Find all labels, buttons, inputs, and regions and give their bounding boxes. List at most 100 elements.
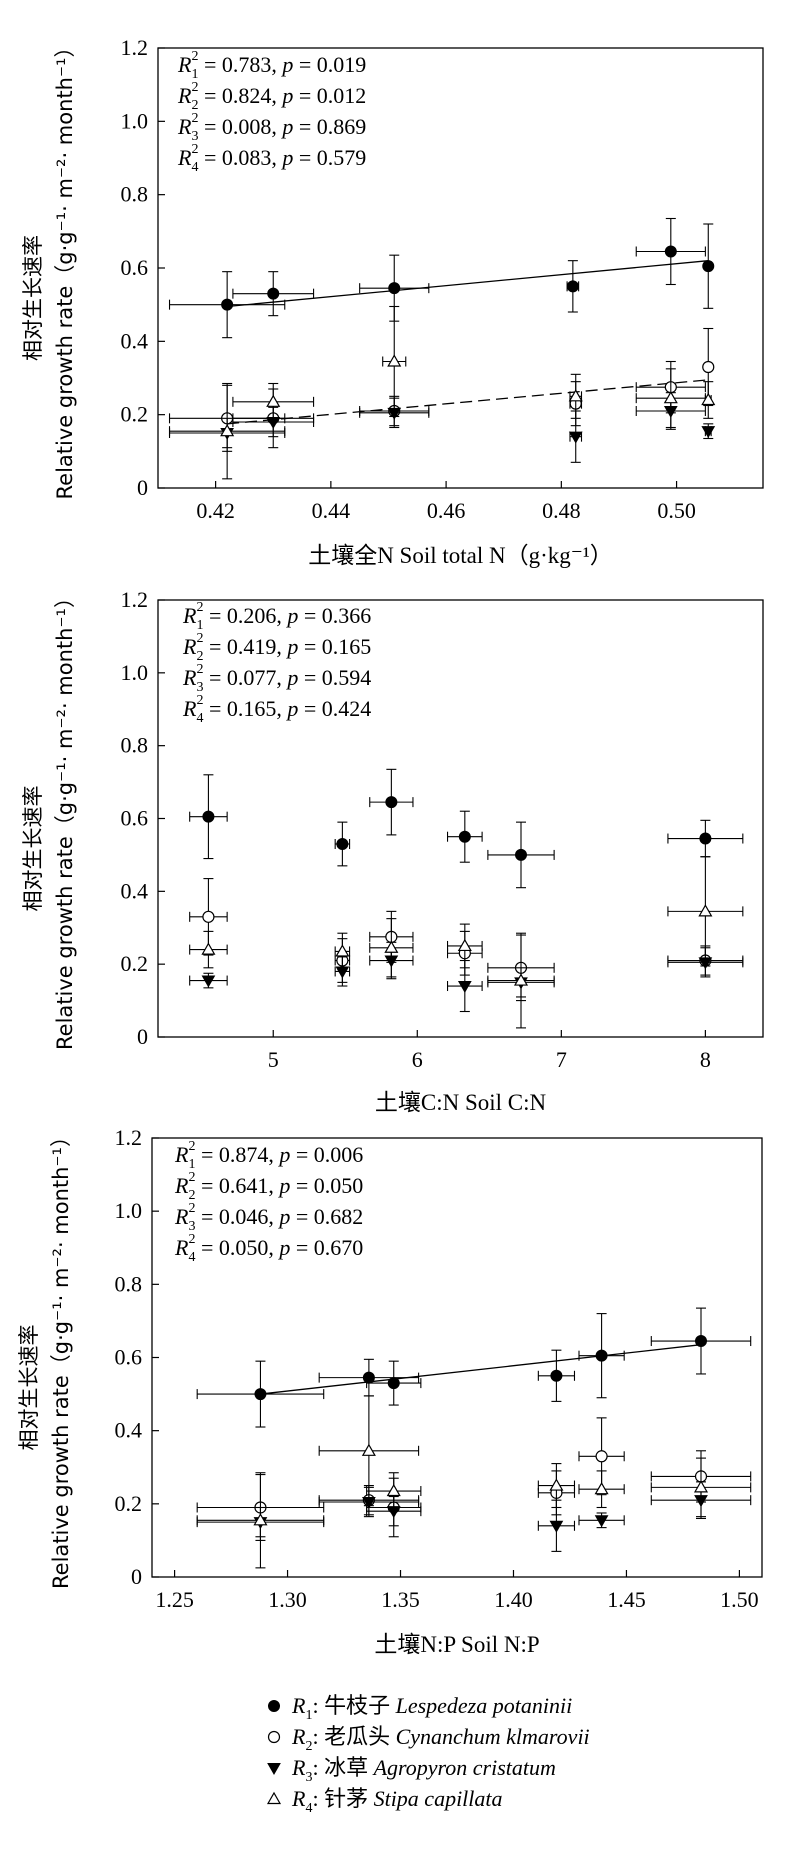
y-tick-label: 0.6 [121,806,149,831]
fit-line-dashed [227,379,709,425]
series-1 [196,1307,752,1428]
y-tick-label: 0.2 [121,402,149,427]
data-point [549,1478,564,1491]
series-1 [189,768,744,889]
x-axis-label: 土壤C:N Soil C:N [375,1090,547,1115]
legend-label: R2: 老瓜头 Cynanchum klmarovii [291,1724,590,1754]
x-tick-label: 8 [700,1047,711,1072]
data-point [513,973,529,986]
stat-r2: R22 = 0.641, p = 0.050 [174,1170,363,1203]
stat-r4: R42 = 0.083, p = 0.579 [177,142,366,175]
y-axis-label-en: Relative growth rate（g·g⁻¹· m⁻²· month⁻¹… [53,37,77,500]
series-4 [168,305,716,480]
y-tick-label: 0 [137,475,148,500]
data-point [566,280,579,293]
stat-r1: R12 = 0.783, p = 0.019 [177,49,366,82]
panel-3: 0 0.2 0.4 0.6 0.8 1.0 1.2 1.25 1.30 1.35 1.40 1.45 1… [17,1125,763,1657]
y-tick-label: 1.0 [121,660,149,685]
y-tick-label: 0.4 [121,878,149,903]
data-point [266,394,281,407]
x-tick-label: 1.45 [607,1587,646,1612]
data-point [702,260,715,273]
x-tick-label: 1.40 [494,1587,533,1612]
data-point [702,360,715,374]
legend-item-4: R4: 针茅 Stipa capillata [266,1786,503,1816]
y-axis-label-cn: 相对生长速率 [21,786,45,912]
data-point [701,426,716,439]
x-tick-label: 0.42 [196,498,235,523]
data-point [568,389,583,402]
data-point [387,1377,400,1390]
series-3 [196,1481,752,1552]
legend-marker [268,1700,280,1712]
data-point [202,910,215,923]
legend-marker [266,1791,282,1805]
data-point [595,1450,608,1463]
data-point [594,1481,609,1495]
series-3 [168,392,716,463]
data-point [693,1480,709,1493]
legend-marker [267,1730,281,1744]
y-tick-label: 0.8 [115,1271,143,1296]
x-tick-label: 0.50 [657,498,696,523]
data-point [220,423,235,437]
data-point [388,282,401,295]
y-axis-label-cn: 相对生长速率 [17,1325,41,1451]
data-point [201,975,216,988]
stat-r3: R32 = 0.046, p = 0.682 [174,1201,363,1234]
y-tick-label: 0.6 [115,1345,143,1370]
y-axis-label-cn: 相对生长速率 [21,235,45,361]
stat-r4: R42 = 0.050, p = 0.670 [174,1232,363,1265]
fit-line-solid [260,1344,702,1395]
y-tick-label: 1.0 [121,108,149,133]
data-point [221,298,234,311]
x-tick-label: 0.46 [427,498,466,523]
legend-marker [267,1763,281,1776]
series-1 [168,217,715,339]
fit-line-solid [227,260,709,308]
y-axis-label-group: 相对生长速率 Relative growth rate（g·g⁻¹· m⁻²· m… [17,1126,73,1589]
data-point [550,1369,563,1382]
y-axis-label-en: Relative growth rate（g·g⁻¹· m⁻²· month⁻¹… [49,1126,73,1589]
data-point [701,392,716,406]
data-point [385,796,398,809]
stat-r3: R32 = 0.008, p = 0.869 [177,111,366,144]
legend-item-1: R1: 牛枝子 Lespedeza potaninii [268,1693,572,1723]
stat-r3: R32 = 0.077, p = 0.594 [182,662,371,695]
data-point [362,1371,375,1384]
data-point [698,904,713,917]
data-point [457,981,472,994]
data-point [267,287,280,300]
y-tick-label: 1.0 [115,1198,143,1223]
y-tick-label: 1.2 [121,35,149,60]
data-point [254,1388,267,1401]
data-point [594,1515,609,1528]
x-tick-label: 0.48 [542,498,581,523]
data-point [549,1520,564,1533]
series-4 [196,1395,752,1569]
data-point [515,848,527,861]
stat-r1: R12 = 0.874, p = 0.006 [174,1139,363,1172]
x-tick-label: 6 [412,1047,423,1072]
y-tick-label: 0.2 [121,951,149,976]
y-axis-label-group: 相对生长速率 Relative growth rate（g·g⁻¹· m⁻²· m… [21,587,77,1050]
y-axis-label-group: 相对生长速率 Relative growth rate（g·g⁻¹· m⁻²· m… [21,37,77,500]
data-point [695,1335,707,1348]
data-point [336,837,349,850]
x-tick-label: 5 [268,1047,279,1072]
legend-label: R4: 针茅 Stipa capillata [291,1786,503,1816]
stat-r2: R22 = 0.824, p = 0.012 [177,80,366,113]
x-axis-label: 土壤N:P Soil N:P [374,1632,539,1657]
y-tick-label: 0 [137,1024,148,1049]
x-tick-label: 1.25 [155,1587,194,1612]
legend-label: R1: 牛枝子 Lespedeza potaninii [291,1693,572,1723]
data-point [457,938,472,952]
x-axis-label: 土壤全N Soil total N（g·kg⁻¹） [308,543,613,568]
y-tick-label: 0.2 [115,1491,143,1516]
stat-r2: R22 = 0.419, p = 0.165 [182,631,371,664]
legend-item-3: R3: 冰草 Agropyron cristatum [267,1755,556,1785]
data-point [663,390,678,404]
panel-2: 0 0.2 0.4 0.6 0.8 1.0 1.2 5 6 7 8 土壤C:N Soil C:N 相对生… [21,587,764,1115]
